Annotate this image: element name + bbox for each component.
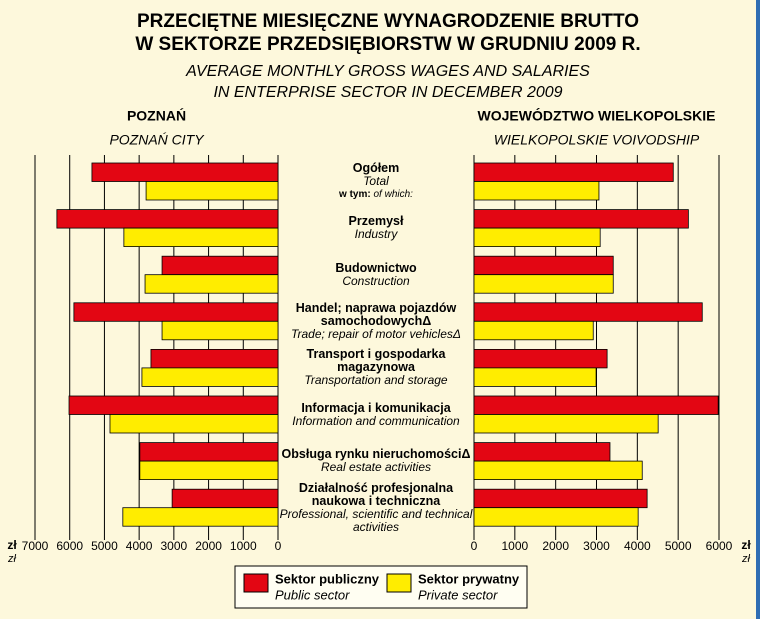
- bar: [473, 162, 674, 182]
- note-pl: w tym:: [339, 189, 371, 200]
- bar: [473, 442, 611, 462]
- bar: [473, 274, 614, 294]
- bar: [473, 367, 597, 387]
- bar: [473, 209, 689, 229]
- category-pl: Obsługa rynku nieruchomościΔ: [281, 447, 471, 462]
- unit-label: zł: [7, 538, 17, 552]
- legend-label: Public sector: [275, 587, 350, 602]
- legend-label: Sektor prywatny: [418, 571, 520, 586]
- bar: [473, 181, 600, 201]
- x-tick-label: 0: [471, 539, 478, 553]
- category-en: Construction: [342, 273, 410, 288]
- bar: [171, 488, 279, 509]
- category-pl: Przemysł: [348, 214, 404, 229]
- bar: [139, 442, 279, 462]
- unit-label: zł: [741, 538, 751, 552]
- category-en: Professional, scientific and technical a…: [279, 506, 473, 534]
- category-label: Budownictwo Construction: [278, 253, 474, 296]
- bar: [473, 348, 608, 369]
- bar: [139, 460, 279, 481]
- bar: [141, 367, 279, 387]
- bar: [473, 227, 601, 248]
- x-tick-label: 3000: [161, 539, 188, 553]
- bar: [473, 395, 719, 415]
- x-tick-label: 2000: [542, 539, 569, 553]
- category-en: Industry: [354, 227, 398, 242]
- unit-label: zł: [741, 553, 751, 565]
- category-pl: Budownictwo: [335, 260, 417, 275]
- x-tick-label: 0: [275, 539, 282, 553]
- category-label: Handel; naprawa pojazdów samochodowychΔ T…: [278, 300, 474, 343]
- bar: [161, 320, 279, 341]
- category-label: Informacja i komunikacja Information and …: [278, 393, 474, 436]
- legend-box: [234, 565, 528, 609]
- category-en: Real estate activities: [320, 460, 432, 475]
- x-tick-label: 6000: [706, 539, 733, 553]
- subtitle: IN ENTERPRISE SECTOR IN DECEMBER 2009: [213, 84, 562, 101]
- legend-label: Private sector: [418, 587, 498, 602]
- edge-strip: [756, 0, 760, 619]
- panel-title: WOJEWÓDZTWO WIELKOPOLSKIE: [478, 107, 716, 124]
- category-en: Total: [363, 174, 389, 188]
- x-tick-label: 5000: [91, 539, 118, 553]
- x-tick-label: 7000: [22, 539, 49, 553]
- category-pl: Transport i gospodarka magazynowa: [306, 347, 446, 375]
- bar: [144, 274, 279, 294]
- bar: [473, 320, 594, 341]
- bar: [145, 181, 279, 201]
- bar: [56, 209, 279, 229]
- category-en: Trade; repair of motor vehiclesΔ: [291, 326, 461, 341]
- note: w tym: of which:: [339, 188, 413, 201]
- legend-label: Sektor publiczny: [275, 571, 380, 586]
- bar: [473, 302, 703, 322]
- bar: [473, 255, 614, 276]
- bar: [123, 227, 279, 248]
- x-tick-label: 5000: [665, 539, 692, 553]
- legend-swatch: [243, 573, 269, 593]
- subtitle: AVERAGE MONTHLY GROSS WAGES AND SALARIES: [185, 63, 590, 80]
- bar: [73, 302, 279, 322]
- x-tick-label: 1000: [501, 539, 528, 553]
- category-en: Transportation and storage: [304, 373, 448, 388]
- bar: [473, 414, 659, 434]
- x-tick-label: 6000: [56, 539, 83, 553]
- category-pl: Informacja i komunikacja: [301, 400, 451, 415]
- category-label: Transport i gospodarka magazynowa Transpo…: [278, 346, 474, 389]
- bar: [150, 348, 279, 369]
- bar: [109, 414, 279, 434]
- panel-subtitle: POZNAŃ CITY: [109, 132, 205, 148]
- panel-title: POZNAŃ: [127, 108, 186, 124]
- legend-swatch: [386, 573, 412, 593]
- category-label: Obsługa rynku nieruchomościΔ Real estate …: [278, 440, 474, 483]
- x-tick-label: 3000: [583, 539, 610, 553]
- category-label: Ogółem Total w tym: of which:: [278, 160, 474, 203]
- category-pl: Działalność profesjonalna naukowa i tech…: [298, 480, 454, 508]
- bar: [473, 507, 639, 527]
- x-tick-label: 4000: [126, 539, 153, 553]
- bar: [68, 395, 279, 415]
- note-en: of which:: [373, 189, 413, 200]
- bar: [122, 507, 279, 527]
- category-pl: Handel; naprawa pojazdów samochodowychΔ: [295, 300, 457, 328]
- category-label: Działalność profesjonalna naukowa i tech…: [278, 481, 474, 533]
- bar: [473, 460, 643, 481]
- x-tick-label: 2000: [195, 539, 222, 553]
- category-en: Information and communication: [292, 413, 460, 428]
- panel-subtitle: WIELKOPOLSKIE VOIVODSHIP: [494, 132, 700, 148]
- unit-label: zł: [7, 553, 17, 565]
- x-tick-label: 4000: [624, 539, 651, 553]
- title: PRZECIĘTNE MIESIĘCZNE WYNAGRODZENIE BRUT…: [137, 11, 639, 32]
- x-tick-label: 1000: [230, 539, 257, 553]
- category-label: Przemysł Industry: [278, 207, 474, 250]
- bar: [473, 488, 648, 509]
- bar: [91, 162, 279, 182]
- title: W SEKTORZE PRZEDSIĘBIORSTW W GRUDNIU 200…: [135, 34, 640, 55]
- category-pl: Ogółem: [352, 161, 400, 175]
- bar: [161, 255, 279, 276]
